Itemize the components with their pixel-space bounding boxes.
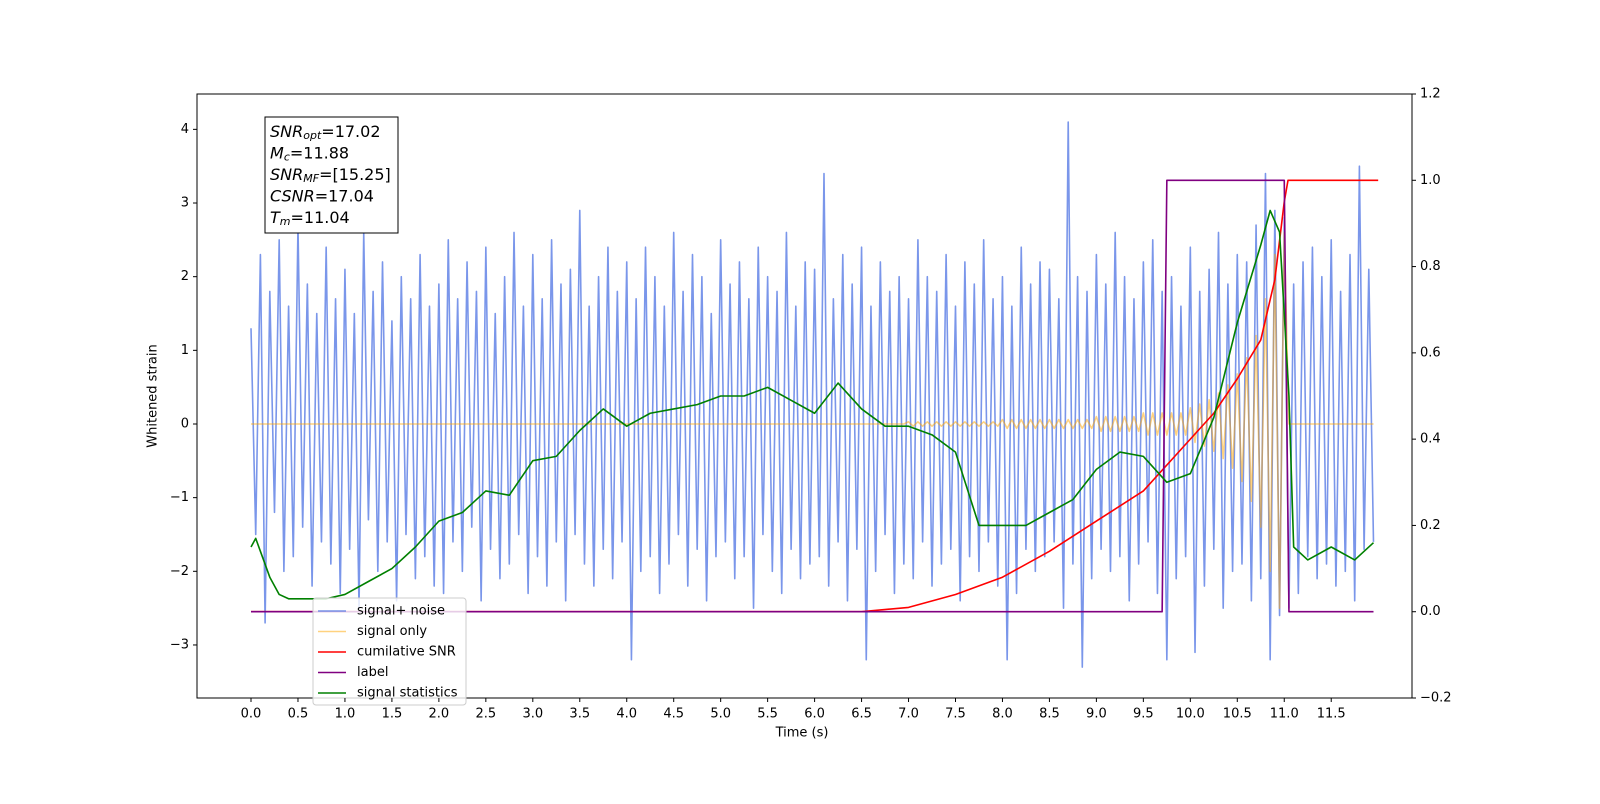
x-tick-label: 1.5 — [382, 707, 403, 722]
x-tick-label: 2.0 — [429, 707, 450, 722]
annotation-subscript: m — [280, 215, 291, 228]
y-tick-label: 0 — [181, 416, 189, 431]
annotation-symbol: SNR — [270, 165, 303, 184]
x-tick-label: 5.5 — [757, 707, 778, 722]
plot-area — [250, 121, 1379, 668]
x-tick-label: 3.5 — [569, 707, 590, 722]
x-tick-label: 11.5 — [1317, 707, 1346, 722]
annotation-value: =11.88 — [290, 143, 349, 162]
y2-tick-label: 1.0 — [1420, 173, 1441, 188]
x-tick-label: 5.0 — [710, 707, 731, 722]
x-tick-label: 6.0 — [804, 707, 825, 722]
y-axis-label: Whitened strain — [146, 344, 161, 447]
annotation-value: =[15.25] — [319, 165, 391, 184]
annotation-line: Tm=11.04 — [270, 208, 350, 229]
x-tick-label: 8.0 — [992, 707, 1013, 722]
annotation-symbol: T — [270, 208, 281, 227]
annotation-symbol: M — [270, 143, 284, 162]
annotation-line: SNRMF=[15.25] — [270, 165, 391, 186]
x-tick-label: 8.5 — [1039, 707, 1060, 722]
legend-label: signal only — [357, 624, 427, 639]
x-tick-label: 10.5 — [1223, 707, 1252, 722]
y-tick-label: 1 — [181, 343, 189, 358]
annotation-line: SNRopt=17.02 — [270, 122, 381, 143]
y-tick-label: 2 — [181, 269, 189, 284]
y-tick-label: −1 — [170, 490, 189, 505]
annotation-subscript: opt — [303, 129, 322, 142]
legend-label: label — [357, 665, 388, 680]
x-tick-label: 4.5 — [663, 707, 684, 722]
x-tick-label: 3.0 — [522, 707, 543, 722]
series-line — [251, 179, 1379, 613]
annotation-box — [264, 116, 399, 234]
series-line — [250, 209, 1375, 600]
axes-frame — [196, 93, 1413, 699]
series-line — [251, 179, 1374, 613]
y-tick-label: 4 — [181, 122, 189, 137]
x-tick-label: 9.5 — [1133, 707, 1154, 722]
y2-tick-label: 0.0 — [1420, 604, 1441, 619]
series-line — [251, 231, 1374, 609]
legend-label: signal+ noise — [357, 604, 445, 619]
series-line — [250, 121, 1375, 668]
y2-tick-label: 0.6 — [1420, 345, 1441, 360]
x-tick-label: 6.5 — [851, 707, 872, 722]
x-tick-label: 9.0 — [1086, 707, 1107, 722]
annotation-symbol: SNR — [270, 122, 303, 141]
annotation-subscript: MF — [303, 172, 319, 185]
annotation-line: Mc=11.88 — [270, 143, 349, 164]
y2-tick-label: 0.2 — [1420, 518, 1441, 533]
x-tick-label: 0.5 — [288, 707, 309, 722]
legend: signal+ noise signal only cumilative SNR la… — [312, 597, 467, 706]
y2-tick-label: 0.8 — [1420, 259, 1441, 274]
x-tick-label: 4.0 — [616, 707, 637, 722]
x-axis-label: Time (s) — [775, 726, 829, 741]
x-tick-label: 2.5 — [475, 707, 496, 722]
y2-tick-label: 1.2 — [1420, 87, 1441, 102]
annotation-value: =11.04 — [291, 208, 350, 227]
x-tick-label: 1.0 — [335, 707, 356, 722]
annotation-value: =17.02 — [321, 122, 380, 141]
annotation-group: SNRopt=17.02Mc=11.88SNRMF=[15.25]CSNR=17… — [270, 122, 391, 229]
y2-tick-label: 0.4 — [1420, 432, 1441, 447]
legend-label: signal statistics — [357, 686, 458, 701]
annotation-value: =17.04 — [315, 186, 374, 205]
legend-label: cumilative SNR — [357, 645, 456, 660]
y-tick-label: −3 — [170, 637, 189, 652]
y-tick-label: −2 — [170, 564, 189, 579]
x-tick-label: 10.0 — [1176, 707, 1205, 722]
y2-tick-label: −0.2 — [1420, 691, 1452, 706]
x-tick-label: 11.0 — [1270, 707, 1299, 722]
annotation-line: CSNR=17.04 — [270, 186, 374, 205]
x-tick-label: 7.5 — [945, 707, 966, 722]
x-tick-label: 7.0 — [898, 707, 919, 722]
annotation-symbol: CSNR — [270, 186, 315, 205]
x-tick-label: 0.0 — [241, 707, 262, 722]
y-tick-label: 3 — [181, 196, 189, 211]
annotation-subscript: c — [284, 151, 290, 164]
legend-box — [312, 597, 467, 706]
